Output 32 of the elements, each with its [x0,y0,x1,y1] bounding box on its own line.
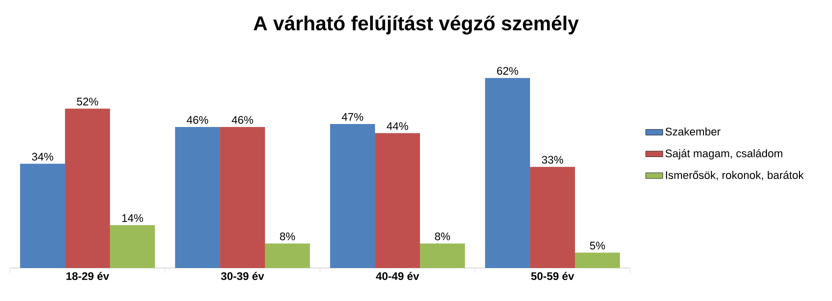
x-tick-label: 30-39 év [221,272,264,280]
data-label: 52% [76,98,98,106]
bar [175,127,220,268]
x-tick-label: 50-59 év [531,272,574,280]
data-label: 5% [590,242,606,250]
chart-title: A várható felújítást végző személy [254,16,579,34]
x-tick-label: 40-49 év [376,272,420,280]
data-label: 14% [122,214,144,222]
data-label: 46% [232,116,254,124]
bar [220,127,265,268]
data-label: 62% [497,67,518,75]
legend-label: Ismerősök, rokonok, barátok [666,170,804,180]
bar [485,78,530,268]
data-label: 33% [542,156,564,164]
data-label: 8% [434,232,450,240]
bar [530,166,575,268]
legend-label: Saját magam, családom [665,149,782,160]
data-label: 46% [186,116,208,124]
bar [20,164,66,268]
legend-label: Szakember [665,127,720,136]
bar [65,108,110,268]
bar [110,225,155,268]
x-tick-label: 18-29 év [66,272,110,280]
data-label: 47% [342,113,364,121]
bar [574,252,620,268]
bar [420,243,465,268]
data-label: 8% [280,232,296,240]
bar [330,124,376,268]
bar [264,243,310,268]
data-label: 44% [386,122,408,130]
bar [375,133,420,268]
data-label: 34% [32,152,54,161]
